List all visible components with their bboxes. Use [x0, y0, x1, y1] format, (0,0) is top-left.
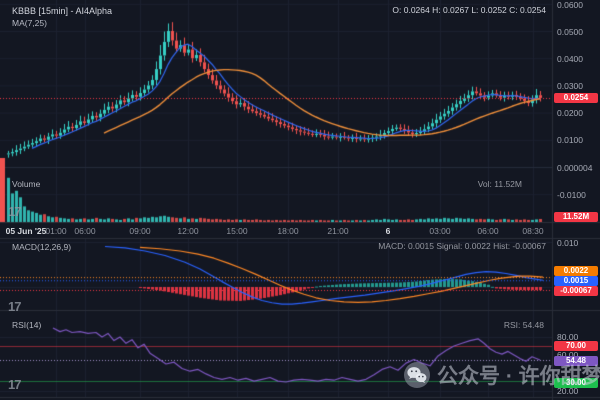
price-axis-label[interactable]: 0.0400 — [557, 54, 583, 64]
time-axis-label[interactable]: 05 Jun '25 — [5, 226, 47, 236]
time-axis-label[interactable]: 18:00 — [277, 226, 299, 236]
time-axis-label[interactable]: 03:00 — [429, 226, 451, 236]
macd-hist-badge: -0.00067 — [554, 286, 598, 296]
rsi-over-badge: 70.00 — [554, 341, 598, 351]
time-axis-label[interactable]: 15:00 — [226, 226, 248, 236]
rsi-axis-label[interactable]: 20.00 — [557, 386, 579, 396]
volume-readout: Vol: 11.52M — [477, 179, 522, 189]
macd-signal-badge: 0.0022 — [554, 266, 598, 276]
price-axis-label[interactable]: 0.0500 — [557, 27, 583, 37]
tradingview-logo[interactable]: 17 — [8, 299, 22, 314]
rsi-legend[interactable]: RSI(14) — [12, 320, 42, 330]
price-axis-label[interactable]: 0.0100 — [557, 135, 583, 145]
time-axis-label[interactable]: 08:30 — [522, 226, 544, 236]
price-axis-label[interactable]: 0.000004 — [557, 163, 593, 173]
time-axis-label[interactable]: 09:00 — [129, 226, 151, 236]
ma-legend[interactable]: MA(7,25) — [12, 18, 47, 28]
price-axis-label[interactable]: 0.0200 — [557, 108, 583, 118]
price-axis-label[interactable]: -0.0100 — [557, 190, 586, 200]
rsi-axis-label[interactable]: 80.00 — [557, 332, 579, 342]
macd-line-badge: 0.0015 — [554, 276, 598, 286]
macd-legend[interactable]: MACD(12,26,9) — [12, 242, 72, 252]
time-axis-label[interactable]: 21:00 — [327, 226, 349, 236]
watermark: 公众号 · 许你甜梦 — [404, 360, 600, 390]
tradingview-logo[interactable]: 17 — [8, 204, 22, 219]
wechat-icon — [404, 362, 430, 388]
tradingview-logo[interactable]: 17 — [8, 377, 22, 392]
price-axis-label[interactable]: 0.0600 — [557, 0, 583, 10]
symbol-title[interactable]: KBBB [15min] - AI4Alpha — [12, 6, 113, 16]
volume-badge: 11.52M — [554, 212, 598, 222]
volume-legend[interactable]: Volume — [12, 179, 41, 189]
macd-axis-label[interactable]: 0.010 — [557, 238, 579, 248]
ohlc-readout: O: 0.0264 H: 0.0267 L: 0.0252 C: 0.0254 — [392, 5, 546, 15]
time-axis-label[interactable]: 06:00 — [477, 226, 499, 236]
time-axis-label[interactable]: 01:00 — [45, 226, 67, 236]
rsi-readout: RSI: 54.48 — [503, 320, 544, 330]
price-axis-label[interactable]: 0.0300 — [557, 81, 583, 91]
watermark-text: 公众号 · 许你甜梦 — [437, 365, 600, 388]
time-axis-label[interactable]: 12:00 — [177, 226, 199, 236]
rsi-axis-label[interactable]: 60.00 — [557, 350, 579, 360]
time-axis-label[interactable]: 6 — [385, 226, 391, 236]
time-axis-label[interactable]: 06:00 — [74, 226, 96, 236]
price-badge: 0.0254 — [554, 93, 598, 103]
macd-readout: MACD: 0.0015 Signal: 0.0022 Hist: -0.000… — [378, 241, 546, 251]
rsi-value-badge: 54.48 — [554, 356, 598, 366]
rsi-under-badge: 30.00 — [554, 378, 598, 388]
